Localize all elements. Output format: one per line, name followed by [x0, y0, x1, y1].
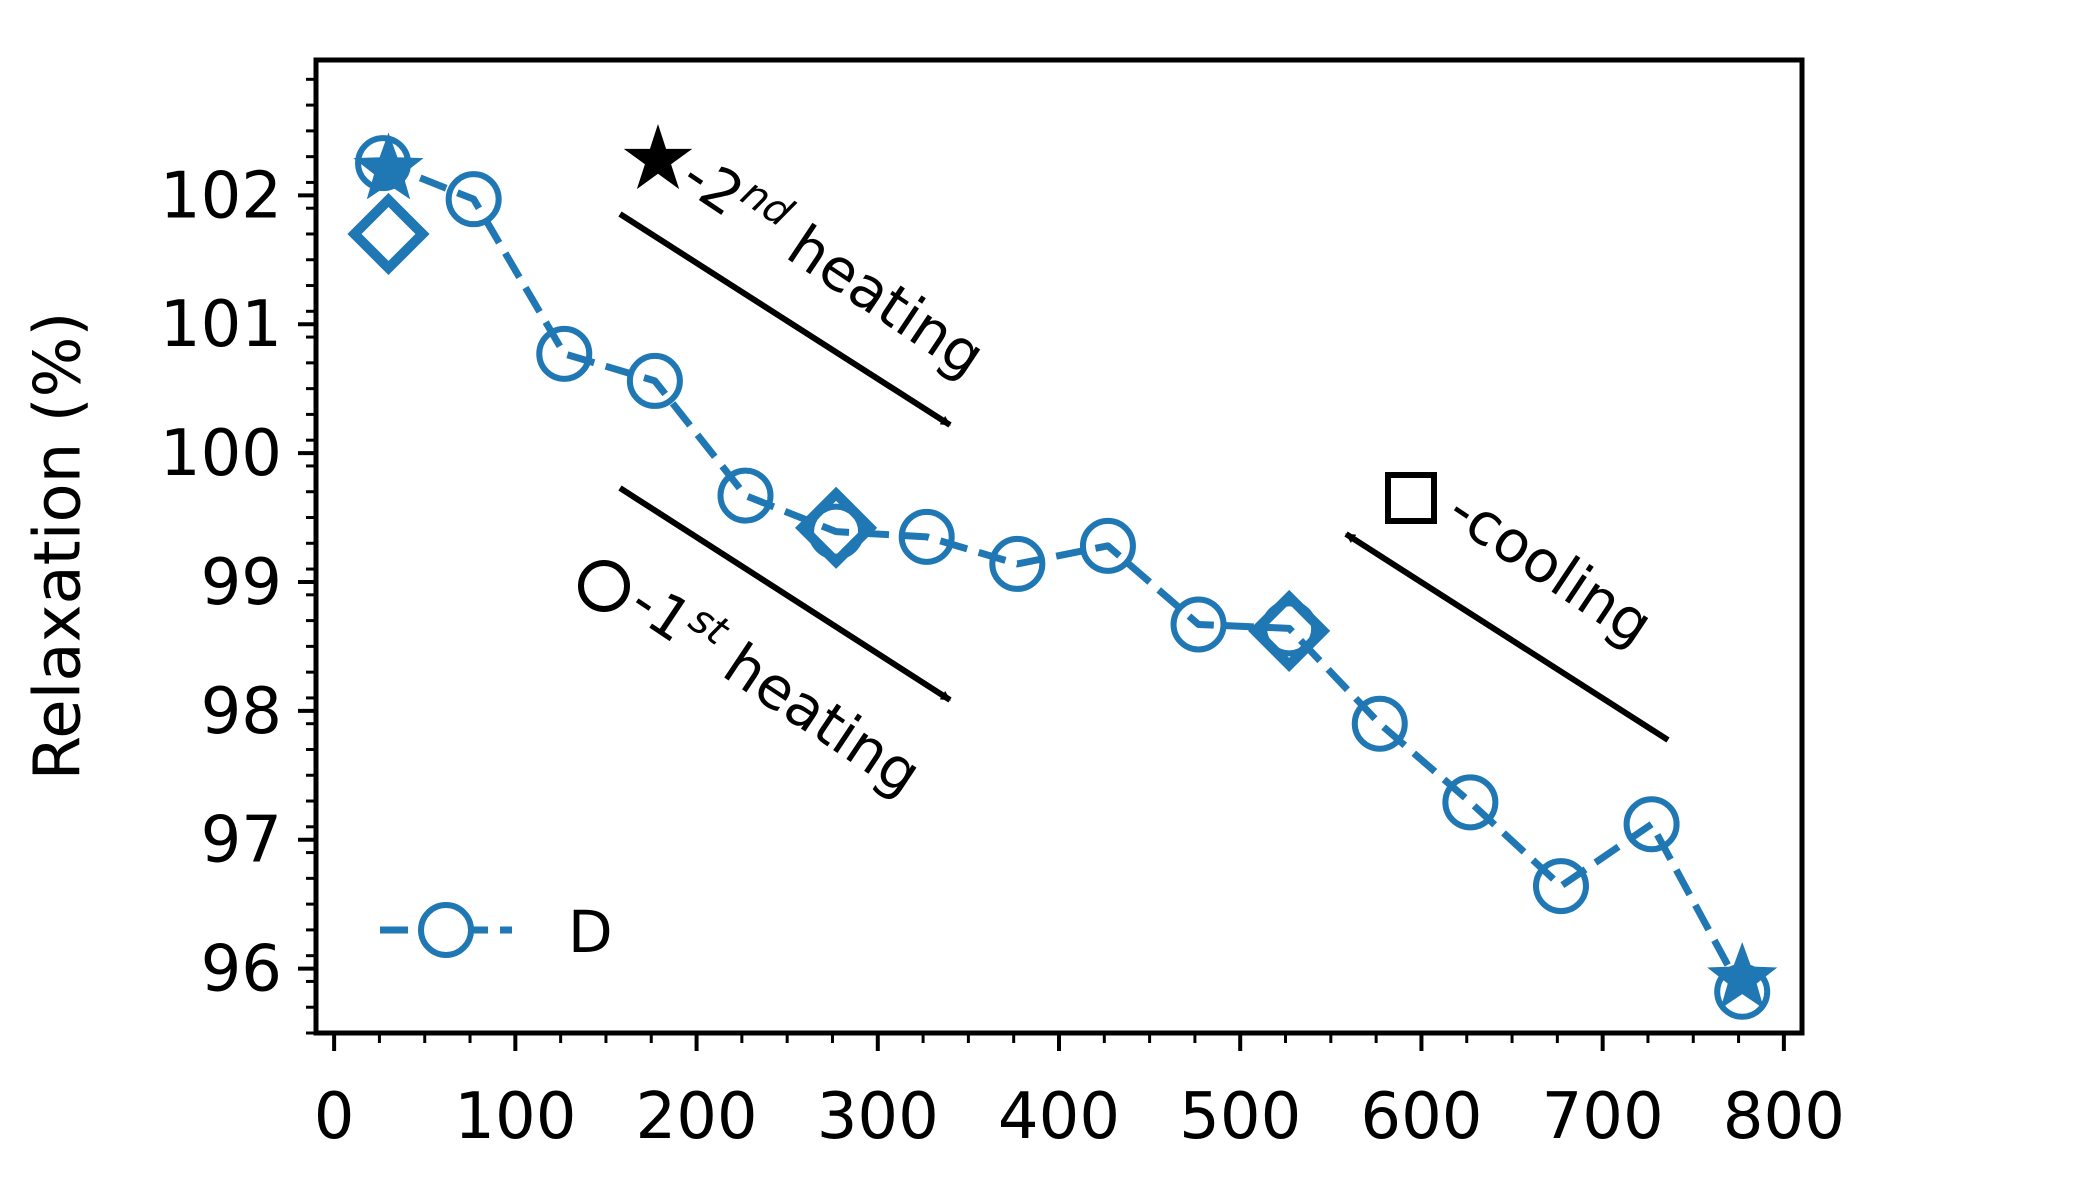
data-point — [536, 325, 593, 382]
circle-legend-icon — [578, 560, 630, 612]
square-legend-icon — [1385, 472, 1437, 524]
data-point — [898, 508, 955, 565]
x-tick-label: 600 — [1360, 1080, 1482, 1154]
x-tick-label: 400 — [998, 1080, 1120, 1154]
y-tick-label: 99 — [201, 546, 282, 620]
first-heating-arrow — [618, 485, 952, 703]
data-point — [989, 535, 1046, 592]
data-point — [445, 171, 502, 228]
data-point — [1532, 858, 1589, 915]
data-point — [1351, 695, 1408, 752]
y-tick-label: 101 — [160, 288, 282, 362]
second-heating-marker — [1707, 941, 1778, 1009]
y-tick-label: 100 — [160, 417, 282, 491]
x-tick-label: 200 — [635, 1080, 757, 1154]
marker-layer — [347, 132, 1778, 1009]
data-point — [1623, 796, 1680, 853]
y-tick-label: 96 — [201, 933, 282, 1007]
cooling-marker — [1248, 589, 1331, 672]
x-tick-label: 500 — [1179, 1080, 1301, 1154]
data-point — [626, 352, 683, 409]
cooling-marker — [347, 192, 430, 276]
y-tick-label: 102 — [160, 159, 282, 233]
series-line-D — [381, 159, 1746, 994]
annotation-first-heating: -1st heating — [578, 485, 952, 809]
x-tick-label: 300 — [817, 1080, 939, 1154]
tick-layer: 0 100 200 300 400 500 600 700 800 96 97 98 99 100 101 1… — [160, 77, 1845, 1154]
x-tick-label: 800 — [1723, 1080, 1845, 1154]
data-point — [1079, 517, 1136, 574]
cooling-label: -cooling — [1436, 475, 1665, 659]
cooling-marker — [795, 486, 878, 569]
legend-marker-sample — [418, 902, 474, 958]
star-legend-icon — [623, 124, 693, 190]
data-point — [1170, 596, 1227, 653]
y-tick-label: 98 — [201, 675, 282, 749]
second-heating-marker — [353, 132, 424, 200]
legend: D — [380, 898, 613, 966]
y-axis-title: Relaxation (%) — [22, 312, 96, 781]
y-tick-label: 97 — [201, 804, 282, 878]
x-tick-label: 700 — [1542, 1080, 1664, 1154]
legend-label: D — [568, 898, 613, 966]
data-point — [1442, 774, 1499, 831]
second-heating-arrow — [618, 211, 952, 428]
data-point — [717, 467, 774, 524]
series-layer — [355, 135, 1771, 1020]
first-heating-label: -1st heating — [618, 564, 935, 809]
cooling-arrow — [1344, 531, 1670, 743]
x-tick-label: 100 — [454, 1080, 576, 1154]
x-tick-label: 0 — [314, 1080, 355, 1154]
